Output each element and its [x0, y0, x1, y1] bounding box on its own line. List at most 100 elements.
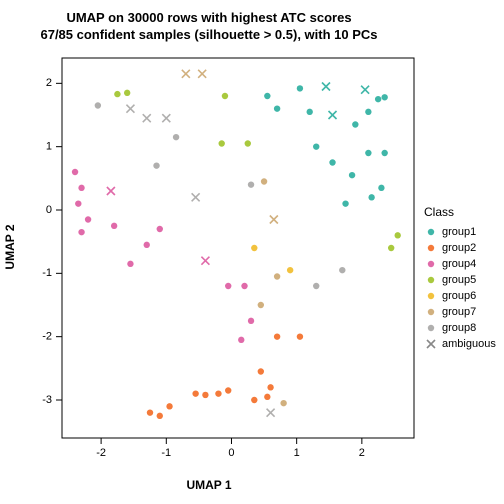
point-dot — [124, 90, 130, 96]
legend-item-group5: group5 — [424, 272, 496, 288]
point-dot — [215, 390, 221, 396]
dot-marker-icon — [424, 321, 438, 335]
point-dot — [251, 245, 257, 251]
point-dot — [381, 150, 387, 156]
point-dot — [225, 283, 231, 289]
point-dot — [313, 283, 319, 289]
point-dot — [297, 85, 303, 91]
point-dot — [287, 267, 293, 273]
legend: Class group1 group2 group4 group5 group6 grou… — [424, 205, 496, 352]
point-dot — [280, 400, 286, 406]
point-dot — [381, 94, 387, 100]
point-dot — [127, 261, 133, 267]
point-dot — [111, 223, 117, 229]
point-dot — [75, 200, 81, 206]
point-dot — [147, 409, 153, 415]
point-dot — [166, 403, 172, 409]
point-dot — [72, 169, 78, 175]
x-tick-label: 1 — [294, 447, 300, 459]
point-dot — [85, 216, 91, 222]
dot-marker-icon — [424, 273, 438, 287]
legend-label: group7 — [442, 306, 476, 318]
point-dot — [245, 140, 251, 146]
x-tick-label: 0 — [228, 447, 234, 459]
point-dot — [241, 283, 247, 289]
dot-marker-icon — [424, 257, 438, 271]
y-tick-label: -2 — [42, 331, 52, 343]
legend-item-group4: group4 — [424, 256, 496, 272]
point-dot — [144, 242, 150, 248]
point-dot — [261, 178, 267, 184]
point-dot — [329, 159, 335, 165]
y-tick-label: -3 — [42, 394, 52, 406]
legend-label: group5 — [442, 274, 476, 286]
plot-panel — [62, 58, 414, 438]
legend-item-group7: group7 — [424, 304, 496, 320]
point-dot — [339, 267, 345, 273]
legend-item-group6: group6 — [424, 288, 496, 304]
point-dot — [219, 140, 225, 146]
y-tick-label: 1 — [46, 141, 52, 153]
legend-item-group2: group2 — [424, 240, 496, 256]
point-dot — [267, 384, 273, 390]
point-dot — [173, 134, 179, 140]
umap-scatter-plot: { "title_line1": "UMAP on 30000 rows wit… — [0, 0, 504, 504]
point-dot — [378, 185, 384, 191]
dot-marker-icon — [424, 225, 438, 239]
point-dot — [274, 273, 280, 279]
point-dot — [352, 121, 358, 127]
legend-label: ambiguous — [442, 338, 496, 350]
y-tick-label: 0 — [46, 204, 52, 216]
legend-item-group8: group8 — [424, 320, 496, 336]
point-dot — [349, 172, 355, 178]
point-dot — [264, 394, 270, 400]
point-dot — [297, 333, 303, 339]
point-dot — [248, 181, 254, 187]
point-dot — [258, 302, 264, 308]
x-tick-label: 2 — [359, 447, 365, 459]
legend-label: group1 — [442, 226, 476, 238]
point-dot — [313, 143, 319, 149]
point-dot — [365, 109, 371, 115]
point-dot — [78, 185, 84, 191]
x-axis-label: UMAP 1 — [0, 478, 418, 492]
legend-title: Class — [424, 205, 496, 219]
point-dot — [78, 229, 84, 235]
point-dot — [157, 226, 163, 232]
y-tick-label: -1 — [42, 267, 52, 279]
x-tick-label: -2 — [96, 447, 106, 459]
point-dot — [153, 162, 159, 168]
x-tick-label: -1 — [161, 447, 171, 459]
point-dot — [388, 245, 394, 251]
legend-label: group4 — [442, 258, 476, 270]
legend-label: group6 — [442, 290, 476, 302]
legend-item-ambiguous: ambiguous — [424, 336, 496, 352]
point-dot — [395, 232, 401, 238]
legend-label: group2 — [442, 242, 476, 254]
point-dot — [192, 390, 198, 396]
point-dot — [264, 93, 270, 99]
y-axis-label: UMAP 2 — [3, 57, 17, 437]
point-dot — [225, 387, 231, 393]
y-tick-label: 2 — [46, 77, 52, 89]
point-dot — [368, 194, 374, 200]
legend-label: group8 — [442, 322, 476, 334]
point-dot — [251, 397, 257, 403]
point-dot — [248, 318, 254, 324]
point-dot — [95, 102, 101, 108]
point-dot — [222, 93, 228, 99]
point-dot — [258, 368, 264, 374]
point-dot — [342, 200, 348, 206]
x-marker-icon — [424, 337, 438, 351]
point-dot — [202, 392, 208, 398]
point-dot — [157, 413, 163, 419]
point-dot — [307, 109, 313, 115]
point-dot — [375, 96, 381, 102]
dot-marker-icon — [424, 289, 438, 303]
point-dot — [274, 333, 280, 339]
point-dot — [238, 337, 244, 343]
dot-marker-icon — [424, 241, 438, 255]
legend-item-group1: group1 — [424, 224, 496, 240]
dot-marker-icon — [424, 305, 438, 319]
point-dot — [274, 105, 280, 111]
